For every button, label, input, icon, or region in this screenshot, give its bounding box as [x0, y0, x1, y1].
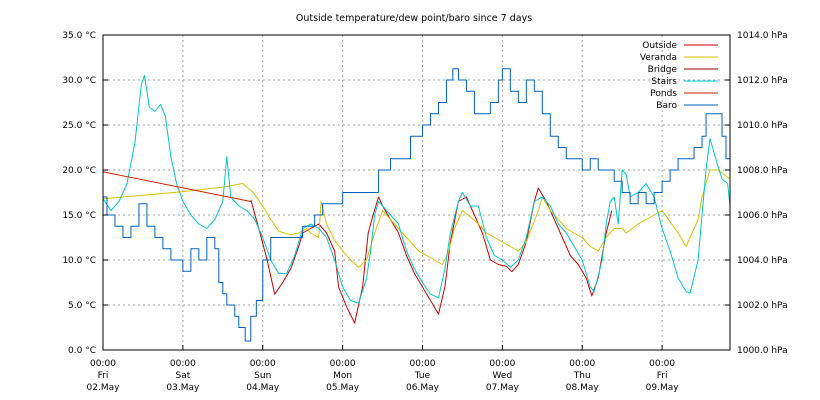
x-tick-date: 08.May — [566, 383, 600, 393]
x-tick-date: 09.May — [646, 383, 680, 393]
y-left-tick-label: 5.0 °C — [68, 301, 96, 311]
chart-title: Outside temperature/dew point/baro since… — [296, 13, 532, 24]
y-left-tick-label: 25.0 °C — [62, 121, 96, 131]
x-tick-day: Thu — [573, 371, 591, 381]
y-right-tick-label: 1014.0 hPa — [737, 31, 788, 41]
x-tick-day: Wed — [493, 371, 513, 381]
y-left-tick-label: 10.0 °C — [62, 256, 96, 266]
series-line-stairs — [102, 75, 731, 304]
y-left-tick-label: 20.0 °C — [62, 166, 96, 176]
x-tick-date: 02.May — [87, 383, 121, 393]
series-lines — [102, 68, 731, 342]
axis-labels: 0.0 °C 5.0 °C 10.0 °C 15.0 °C 20.0 °C 25.0 °C… — [62, 31, 787, 393]
x-tick-time: 00:00 — [170, 359, 196, 369]
x-tick-day: Fri — [98, 371, 109, 381]
x-tick-time: 00:00 — [90, 359, 116, 369]
grid-lines — [103, 35, 730, 350]
y-left-tick-label: 0.0 °C — [68, 346, 96, 356]
x-tick-date: 06.May — [406, 383, 440, 393]
legend-label-baro: Baro — [656, 101, 677, 111]
x-tick-date: 04.May — [246, 383, 280, 393]
x-tick-date: 07.May — [486, 383, 520, 393]
y-right-tick-label: 1000.0 hPa — [737, 346, 788, 356]
x-tick-time: 00:00 — [489, 359, 515, 369]
legend-label-stairs: Stairs — [651, 77, 677, 87]
y-right-tick-label: 1008.0 hPa — [737, 166, 788, 176]
series-line-ponds — [102, 171, 251, 202]
y-right-tick-label: 1002.0 hPa — [737, 301, 788, 311]
y-right-tick-label: 1006.0 hPa — [737, 211, 788, 221]
y-left-tick-label: 35.0 °C — [62, 31, 96, 41]
y-right-tick-label: 1010.0 hPa — [737, 121, 788, 131]
y-right-tick-label: 1012.0 hPa — [737, 76, 788, 86]
series-line-veranda — [102, 169, 731, 268]
series-line-baro — [103, 68, 731, 342]
x-tick-time: 00:00 — [410, 359, 436, 369]
legend-label-bridge: Bridge — [648, 65, 678, 75]
legend-label-ponds: Ponds — [650, 89, 677, 99]
x-tick-day: Sat — [175, 371, 190, 381]
x-tick-date: 05.May — [326, 383, 360, 393]
legend-label-veranda: Veranda — [640, 53, 677, 63]
x-tick-day: Sun — [254, 371, 271, 381]
legend-label-outside: Outside — [642, 41, 677, 51]
x-tick-time: 00:00 — [250, 359, 276, 369]
y-left-tick-label: 15.0 °C — [62, 211, 96, 221]
x-tick-day: Fri — [657, 371, 668, 381]
x-tick-time: 00:00 — [569, 359, 595, 369]
y-left-tick-label: 30.0 °C — [62, 76, 96, 86]
x-tick-day: Mon — [333, 371, 352, 381]
x-tick-day: Tue — [414, 371, 431, 381]
x-tick-date: 03.May — [166, 383, 200, 393]
y-right-tick-label: 1004.0 hPa — [737, 256, 788, 266]
plot-frame — [102, 34, 731, 351]
x-tick-time: 00:00 — [330, 359, 356, 369]
legend: Outside Veranda Bridge Stairs Ponds Baro — [640, 41, 718, 111]
x-tick-time: 00:00 — [649, 359, 675, 369]
series-line-outside — [250, 187, 613, 324]
